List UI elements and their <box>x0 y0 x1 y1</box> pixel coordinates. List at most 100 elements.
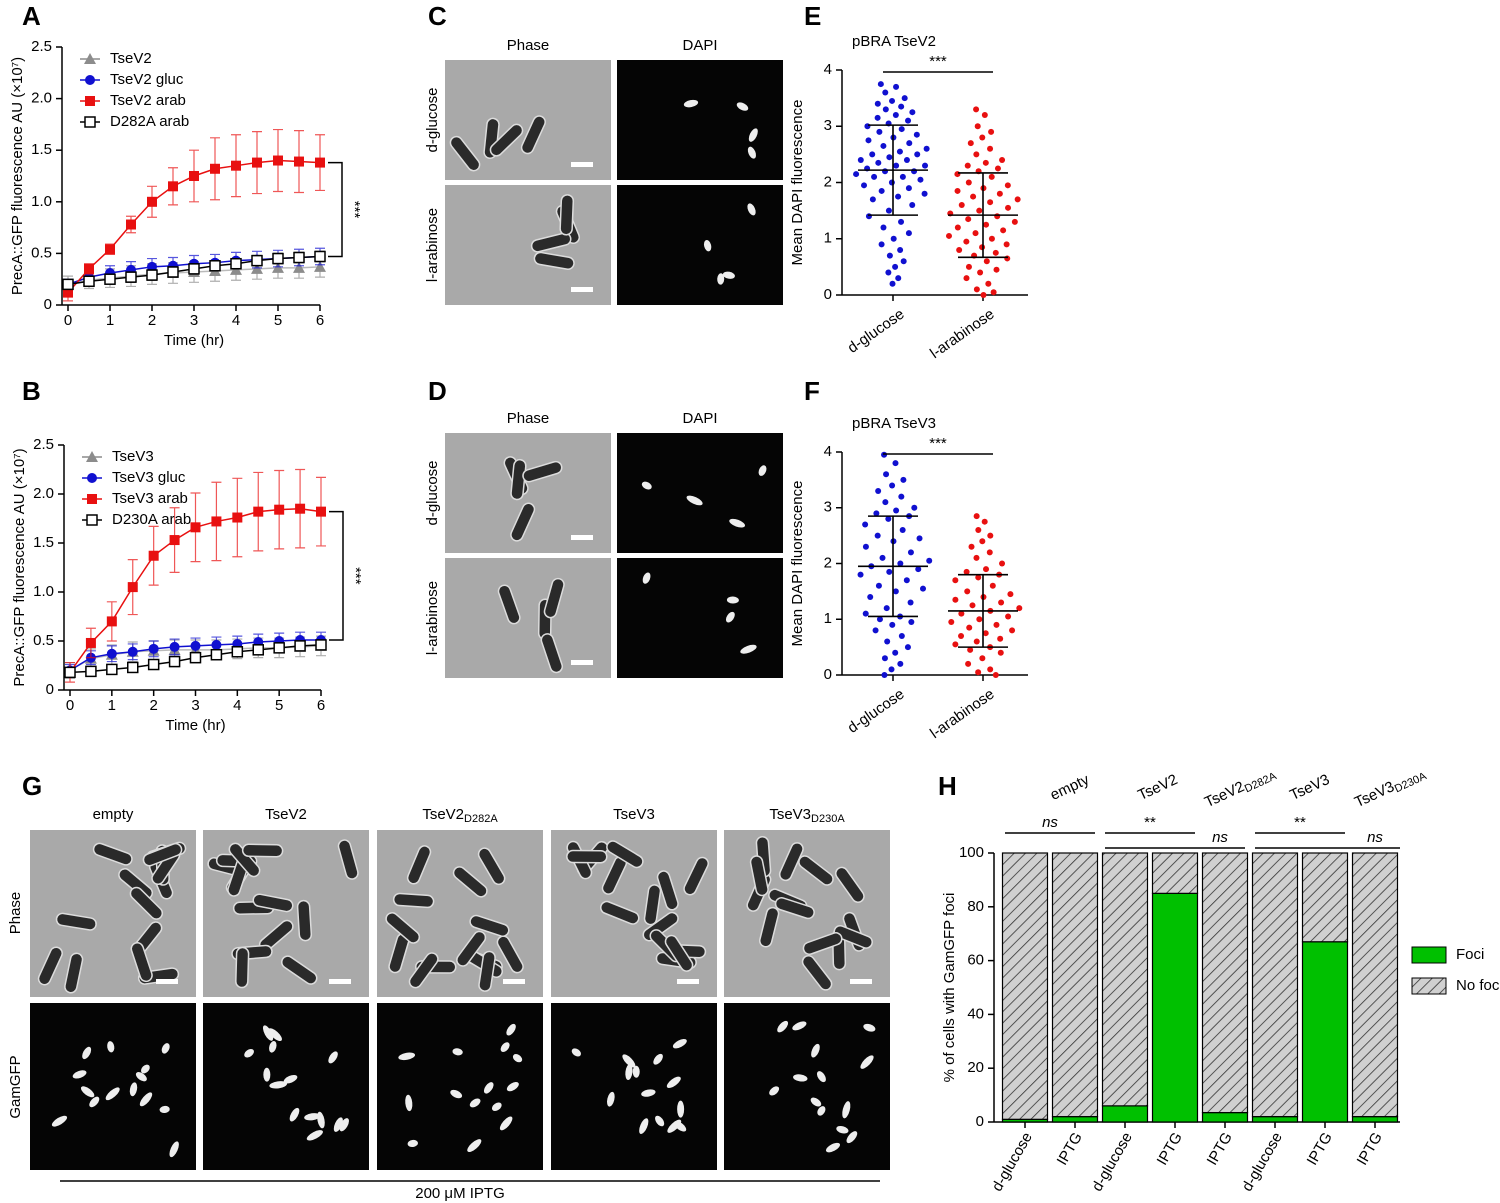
cell-signal <box>135 1072 147 1082</box>
cell <box>385 912 421 944</box>
data-point <box>903 157 910 163</box>
cell <box>55 912 97 931</box>
data-point <box>973 554 980 561</box>
marker <box>316 506 326 517</box>
cell-signal <box>139 1092 153 1107</box>
data-point <box>923 145 930 152</box>
data-point <box>886 568 893 575</box>
x-tick-label: 3 <box>190 312 198 329</box>
scale-bar <box>329 979 351 984</box>
cell <box>241 843 284 858</box>
panel-label: C <box>428 1 447 31</box>
cell-signal <box>72 1070 87 1079</box>
marker <box>188 263 200 275</box>
data-point <box>878 187 885 194</box>
marker <box>148 643 159 654</box>
panel-label: A <box>22 1 41 31</box>
data-point <box>904 644 911 651</box>
cell-signal <box>811 1043 820 1058</box>
data-point <box>983 258 990 265</box>
marker <box>125 271 137 283</box>
marker <box>105 244 115 255</box>
sd-bar <box>868 124 918 216</box>
marker <box>230 257 242 270</box>
cell <box>496 935 524 974</box>
marker <box>147 658 160 671</box>
row-label: l-arabinose <box>424 581 441 655</box>
cell-signal <box>717 273 725 285</box>
cell <box>533 251 575 270</box>
marker <box>294 640 306 652</box>
data-point <box>954 171 961 178</box>
data-point <box>1005 613 1012 620</box>
data-point <box>988 173 995 180</box>
data-point <box>901 95 908 102</box>
data-point <box>973 638 980 645</box>
data-point <box>898 632 905 639</box>
data-point <box>882 106 889 113</box>
data-point <box>905 117 912 124</box>
data-point <box>882 168 889 175</box>
cell-signal <box>641 1089 656 1097</box>
y-tick-label: 2.0 <box>31 90 52 107</box>
legend-marker <box>85 75 95 85</box>
data-point <box>881 655 888 662</box>
data-point <box>903 577 910 584</box>
cell-signal <box>105 1087 120 1101</box>
data-point <box>964 588 971 595</box>
cell <box>92 842 133 866</box>
data-point <box>857 157 864 163</box>
cell-signal <box>263 1067 271 1082</box>
bar-segment <box>1201 852 1249 1114</box>
data-point <box>987 199 994 206</box>
annotation: ns <box>1212 829 1228 846</box>
data-point <box>1004 182 1011 189</box>
cell-signal <box>269 1041 277 1053</box>
data-point <box>861 182 868 189</box>
scale-bar <box>571 660 593 665</box>
data-point <box>864 123 871 130</box>
data-point <box>885 515 892 522</box>
cell-signal <box>483 1082 494 1094</box>
data-point <box>881 672 888 678</box>
data-point <box>897 560 904 567</box>
data-point <box>900 476 907 483</box>
data-point <box>911 504 918 511</box>
data-point <box>911 168 918 175</box>
group-label-main: TseV3 <box>1287 771 1332 804</box>
legend-marker <box>86 514 98 526</box>
sd-bar <box>958 172 1008 259</box>
cell-signal <box>491 1102 502 1112</box>
x-tick-label: d-glucose <box>1239 1129 1286 1194</box>
column-label: TseV2D282A <box>422 806 498 825</box>
data-point <box>975 527 982 534</box>
data-point <box>857 571 864 578</box>
cell <box>252 893 294 913</box>
data-point <box>975 669 982 676</box>
cell-signal <box>777 1020 789 1033</box>
y-tick-label: 3 <box>824 499 832 516</box>
data-point <box>979 538 986 545</box>
cell-signal <box>677 1100 685 1118</box>
cell <box>801 955 833 991</box>
marker <box>106 616 117 627</box>
data-point <box>976 616 983 623</box>
y-tick-label: 0 <box>824 666 832 683</box>
y-tick-label: 0 <box>976 1113 984 1130</box>
cell-signal <box>673 1121 687 1132</box>
cell-signal <box>641 481 652 490</box>
bar-segment <box>1301 852 1349 943</box>
bar-segment <box>1201 1111 1249 1123</box>
data-point <box>973 106 980 113</box>
cell-signal <box>80 1086 95 1098</box>
data-point <box>890 235 897 242</box>
bar-segment <box>1251 1116 1299 1123</box>
data-point <box>853 171 860 178</box>
y-tick-label: 2.5 <box>31 38 52 55</box>
cell <box>118 868 154 900</box>
cell-signal <box>500 1042 510 1053</box>
data-point <box>871 173 878 180</box>
micrograph <box>445 558 611 678</box>
data-point <box>896 148 903 155</box>
micrograph <box>30 1003 196 1170</box>
